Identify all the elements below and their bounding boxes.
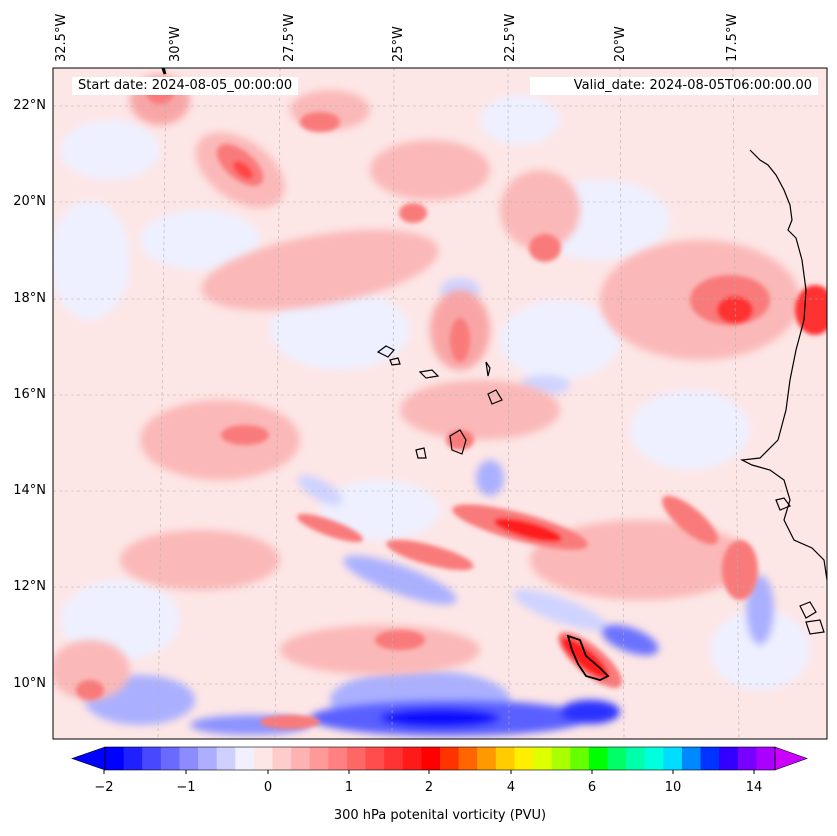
colorbar-segment [644,747,664,770]
colorbar-segment [551,747,571,770]
colorbar [71,746,808,774]
valid-date-label: Valid_date: 2024-08-05T06:00:00.00 [530,77,818,95]
lat-label: 20°N [13,194,46,209]
colorbar-segment [570,747,590,770]
lat-label: 16°N [13,387,46,402]
lon-label: 22.5°W [503,13,518,62]
colorbar-tick-label: 14 [745,780,763,795]
colorbar-outline [104,746,776,771]
colorbar-segment [142,747,162,770]
colorbar-segment [421,747,441,770]
colorbar-tick-label: −2 [94,780,114,795]
colorbar-tick-label: 0 [263,780,273,795]
colorbar-segment [626,747,646,770]
colorbar-segment [440,747,460,770]
colorbar-tick-label: 6 [587,780,597,795]
colorbar-segment [514,747,534,770]
colorbar-tick-label: 2 [424,780,434,795]
colorbar-segment [309,747,329,770]
colorbar-max-extend [774,746,808,771]
colorbar-tick-label: 10 [664,780,682,795]
colorbar-segment [328,747,348,770]
colorbar-segment [533,747,553,770]
colorbar-segment [607,747,627,770]
lon-label: 27.5°W [282,13,297,62]
colorbar-segment [588,747,608,770]
lat-label: 12°N [13,579,46,594]
colorbar-segment [700,747,720,770]
colorbar-tick-label: 4 [506,780,516,795]
colorbar-tick-label: 1 [344,780,354,795]
lon-label: 25°W [391,26,406,62]
pv-contour [566,634,610,681]
colorbar-segment [402,747,422,770]
colorbar-segment [458,747,478,770]
lon-label: 17.5°W [725,13,740,62]
colorbar-min-extend [71,746,106,771]
lon-label: 30°W [168,26,183,62]
colorbar-segment [365,747,385,770]
colorbar-segment [160,747,180,770]
graticule [53,68,827,739]
lon-label: 20°W [613,26,628,62]
colorbar-tick-label: −1 [176,780,196,795]
colorbar-segment [681,747,702,770]
map-panel [53,68,827,739]
start-date-label: Start date: 2024-08-05_00:00:00 [72,77,299,95]
colorbar-segment [216,747,236,770]
map-frame [52,67,828,740]
colorbar-segment [756,747,776,770]
lat-label: 22°N [13,98,46,113]
colorbar-segment [737,747,757,770]
colorbar-segment [235,747,255,770]
colorbar-segment [384,747,404,770]
colorbar-segment [198,747,218,770]
colorbar-segment [346,747,367,770]
coastline [376,149,827,635]
colorbar-segment [477,747,497,770]
colorbar-segment [719,747,739,770]
colorbar-segment [253,747,273,770]
lat-label: 10°N [13,676,46,691]
colorbar-segment [123,747,143,770]
colorbar-segment [291,747,311,770]
colorbar-segment [272,747,292,770]
lon-label: 32.5°W [54,13,69,62]
colorbar-segment [495,747,515,770]
lat-label: 18°N [13,291,46,306]
colorbar-label: 300 hPa potenital vorticity (PVU) [333,808,547,823]
colorbar-segment [179,747,199,770]
colorbar-segment [663,747,683,770]
lat-label: 14°N [13,483,46,498]
colorbar-segment [105,747,125,770]
